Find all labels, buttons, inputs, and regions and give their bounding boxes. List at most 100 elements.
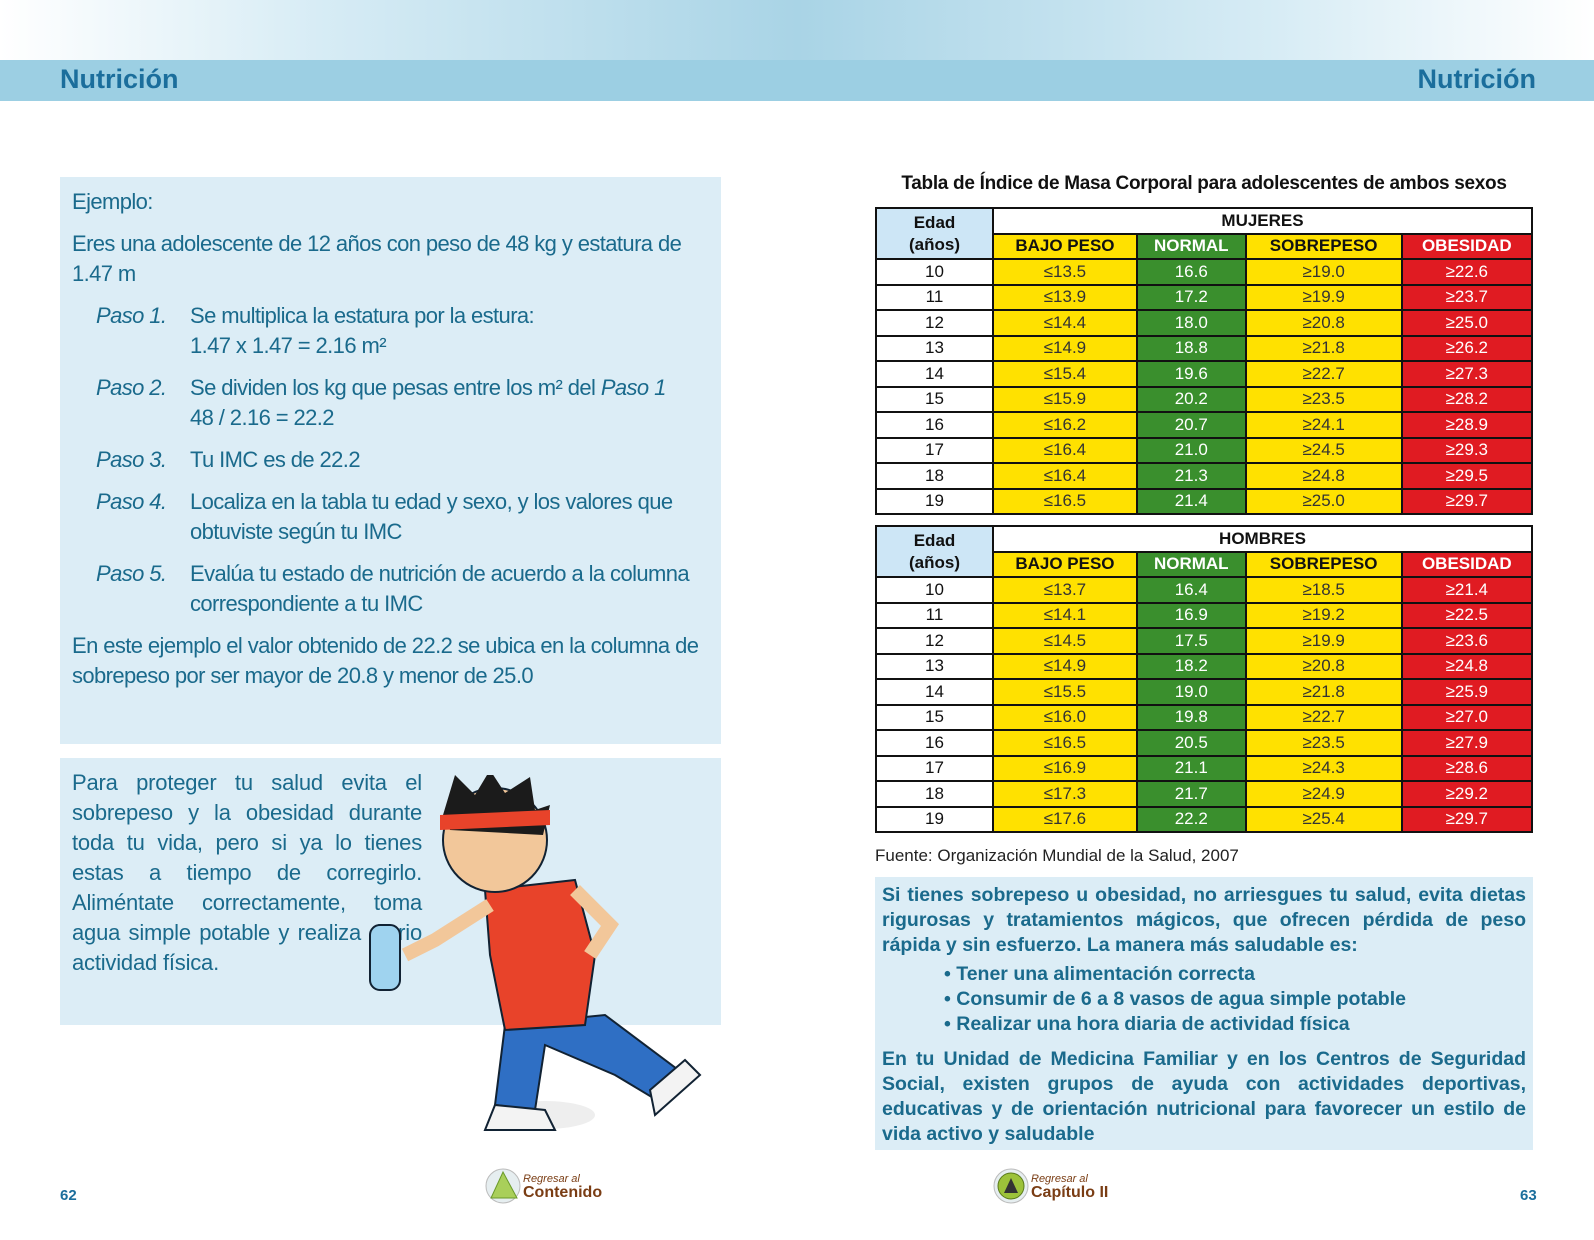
obesidad-cell: ≥28.9 (1400, 411, 1534, 439)
back-to-contents-button[interactable]: Regresar al Contenido (485, 1166, 602, 1206)
normal-cell: 21.3 (1135, 462, 1247, 490)
nav-big-label: Contenido (523, 1183, 603, 1201)
normal-cell: 19.8 (1135, 703, 1247, 731)
age-cell: 17 (875, 436, 994, 464)
chapter-icon (993, 1168, 1029, 1204)
normal-cell: 20.2 (1135, 385, 1247, 413)
example-box: Ejemplo: Eres una adolescente de 12 años… (60, 177, 721, 744)
table-row: 17 ≤16.9 21.1 ≥24.3 ≥28.6 (875, 754, 1534, 782)
age-header-unit: (años) (909, 552, 960, 572)
obesidad-cell: ≥26.2 (1400, 334, 1534, 362)
obesidad-cell: ≥21.4 (1400, 576, 1534, 604)
right-page-title: Nutrición (1417, 64, 1537, 94)
step-text: Evalúa tu estado de nutrición de acuerdo… (190, 561, 690, 616)
table-row: 16 ≤16.2 20.7 ≥24.1 ≥28.9 (875, 411, 1534, 439)
table-row: 13 ≤14.9 18.2 ≥20.8 ≥24.8 (875, 652, 1534, 680)
tip-text: Para proteger tu salud evita el sobrepes… (72, 770, 422, 975)
obesidad-cell: ≥29.5 (1400, 462, 1534, 490)
bmi-table-mujeres: Edad (años) MUJERES BAJO PESO NORMAL SOBREPES… (875, 207, 1534, 515)
bajo-peso-cell: ≤16.2 (992, 411, 1138, 439)
normal-cell: 17.5 (1135, 627, 1247, 655)
step-text: Localiza en la tabla tu edad y sexo, y l… (190, 489, 673, 544)
sobrepeso-cell: ≥25.4 (1244, 805, 1403, 833)
group-header: HOMBRES (992, 525, 1533, 553)
bajo-peso-cell: ≤16.4 (992, 436, 1138, 464)
category-header-bajo: BAJO PESO (992, 232, 1138, 260)
info-closing: En tu Unidad de Medicina Familiar y en l… (882, 1048, 1526, 1145)
table-row: 11 ≤14.1 16.9 ≥19.2 ≥22.5 (875, 601, 1534, 629)
category-header-sobre: SOBREPESO (1244, 550, 1403, 578)
category-header-normal: NORMAL (1135, 550, 1247, 578)
category-header-sobre: SOBREPESO (1244, 232, 1403, 260)
obesidad-cell: ≥23.7 (1400, 283, 1534, 311)
table-row: 11 ≤13.9 17.2 ≥19.9 ≥23.7 (875, 283, 1534, 311)
sobrepeso-cell: ≥19.9 (1244, 283, 1403, 311)
page-number-right: 63 (1520, 1187, 1537, 1204)
age-cell: 14 (875, 678, 994, 706)
obesidad-cell: ≥25.0 (1400, 309, 1534, 337)
obesidad-cell: ≥28.6 (1400, 754, 1534, 782)
table-row: 18 ≤16.4 21.3 ≥24.8 ≥29.5 (875, 462, 1534, 490)
step-label: Paso 3. (96, 447, 167, 472)
example-heading: Ejemplo: (72, 189, 153, 214)
table-header-row: Edad (años) HOMBRES (875, 525, 1533, 578)
page-number-left: 62 (60, 1187, 77, 1204)
sobrepeso-cell: ≥22.7 (1244, 703, 1403, 731)
table-row: 13 ≤14.9 18.8 ≥21.8 ≥26.2 (875, 334, 1534, 362)
table-row: 14 ≤15.5 19.0 ≥21.8 ≥25.9 (875, 678, 1534, 706)
age-cell: 13 (875, 334, 994, 362)
table-title: Tabla de Índice de Masa Corporal para ad… (901, 173, 1507, 194)
sobrepeso-cell: ≥19.0 (1244, 258, 1403, 286)
obesidad-cell: ≥27.0 (1400, 703, 1534, 731)
bajo-peso-cell: ≤16.0 (992, 703, 1138, 731)
normal-cell: 16.9 (1135, 601, 1247, 629)
age-cell: 15 (875, 703, 994, 731)
age-header-unit: (años) (909, 234, 960, 254)
obesidad-cell: ≥28.2 (1400, 385, 1534, 413)
sobrepeso-cell: ≥24.5 (1244, 436, 1403, 464)
category-header-obes: OBESIDAD (1400, 550, 1534, 578)
sobrepeso-cell: ≥22.7 (1244, 360, 1403, 388)
obesidad-cell: ≥27.3 (1400, 360, 1534, 388)
triangle-icon (485, 1168, 521, 1204)
obesidad-cell: ≥22.6 (1400, 258, 1534, 286)
category-header-bajo: BAJO PESO (992, 550, 1138, 578)
sobrepeso-cell: ≥24.3 (1244, 754, 1403, 782)
category-header-obes: OBESIDAD (1400, 232, 1534, 260)
bajo-peso-cell: ≤16.9 (992, 754, 1138, 782)
step-3: Paso 3. Tu IMC es de 22.2 (96, 445, 709, 475)
age-cell: 19 (875, 805, 994, 833)
info-bullet: • Consumir de 6 a 8 vasos de agua simple… (944, 988, 1406, 1010)
info-intro: Si tienes sobrepeso u obesidad, no arrie… (882, 884, 1526, 956)
sobrepeso-cell: ≥23.5 (1244, 729, 1403, 757)
obesidad-cell: ≥24.8 (1400, 652, 1534, 680)
obesidad-cell: ≥29.3 (1400, 436, 1534, 464)
step-label: Paso 4. (96, 489, 167, 514)
bajo-peso-cell: ≤14.1 (992, 601, 1138, 629)
sobrepeso-cell: ≥24.1 (1244, 411, 1403, 439)
age-cell: 18 (875, 462, 994, 490)
step-1: Paso 1. Se multiplica la estatura por la … (96, 301, 709, 361)
step-text: Se dividen los kg que pesas entre los m²… (190, 375, 596, 400)
example-conclusion: En este ejemplo el valor obtenido de 22.… (72, 633, 699, 688)
obesidad-cell: ≥29.7 (1400, 805, 1534, 833)
bajo-peso-cell: ≤15.5 (992, 678, 1138, 706)
nav-small-label: Regresar al (1031, 1172, 1088, 1185)
sobrepeso-cell: ≥19.2 (1244, 601, 1403, 629)
age-cell: 12 (875, 627, 994, 655)
normal-cell: 18.2 (1135, 652, 1247, 680)
sobrepeso-cell: ≥25.0 (1244, 487, 1403, 515)
normal-cell: 21.1 (1135, 754, 1247, 782)
bajo-peso-cell: ≤17.6 (992, 805, 1138, 833)
back-to-chapter-button[interactable]: Regresar al Capítulo II (993, 1166, 1108, 1206)
age-cell: 11 (875, 283, 994, 311)
table-row: 17 ≤16.4 21.0 ≥24.5 ≥29.3 (875, 436, 1534, 464)
step-label: Paso 1. (96, 303, 167, 328)
obesidad-cell: ≥29.2 (1400, 780, 1534, 808)
normal-cell: 22.2 (1135, 805, 1247, 833)
normal-cell: 19.0 (1135, 678, 1247, 706)
age-cell: 15 (875, 385, 994, 413)
left-page-title: Nutrición (60, 64, 179, 94)
age-cell: 18 (875, 780, 994, 808)
step-label: Paso 2. (96, 375, 167, 400)
